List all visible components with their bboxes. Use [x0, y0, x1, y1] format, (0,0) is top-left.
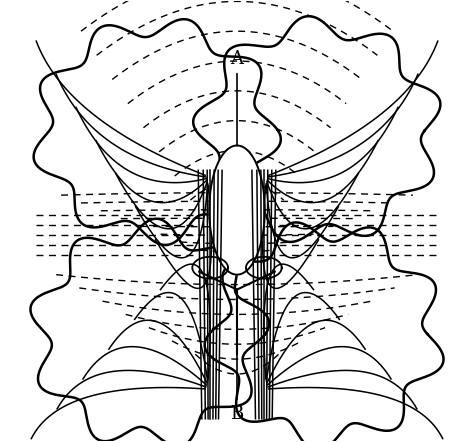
Text: A: A: [230, 50, 244, 146]
Polygon shape: [34, 19, 281, 245]
Text: B: B: [230, 347, 244, 423]
Polygon shape: [205, 222, 444, 442]
Polygon shape: [209, 145, 265, 274]
Polygon shape: [193, 16, 440, 242]
Polygon shape: [30, 219, 269, 442]
